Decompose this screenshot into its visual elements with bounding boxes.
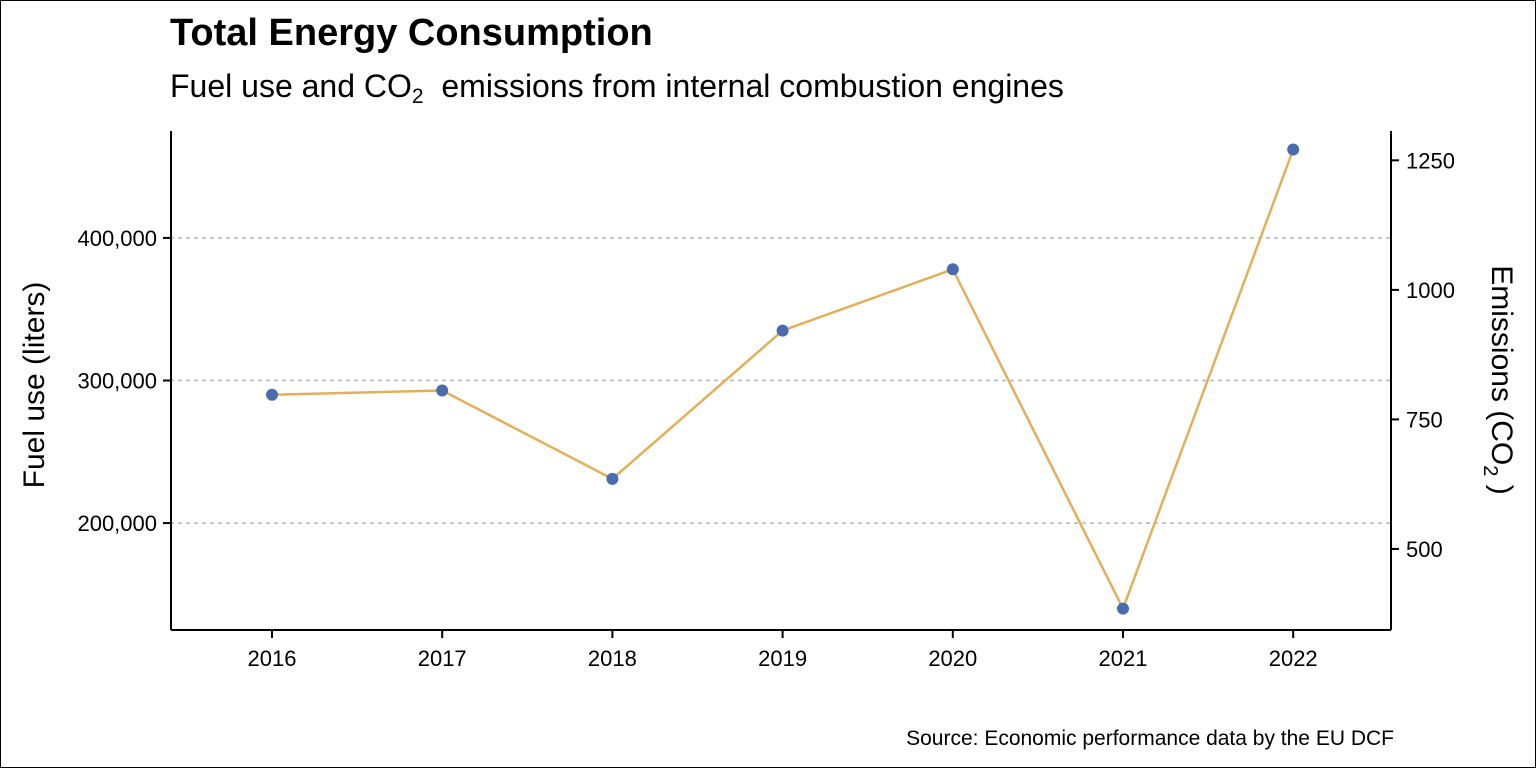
data-point-2019 — [776, 324, 789, 337]
data-point-2021 — [1117, 602, 1129, 615]
x-tick-label: 2021 — [1099, 646, 1148, 671]
y-axis-right-title: Emissions (CO2 ) — [1479, 265, 1518, 494]
data-point-2017 — [436, 384, 449, 397]
chart-caption: Source: Economic performance data by the… — [906, 727, 1394, 750]
x-tick-label: 2019 — [758, 646, 807, 671]
subtitle-text-start: Fuel use and CO — [170, 68, 412, 104]
y-right-tick-label: 750 — [1406, 407, 1443, 432]
x-tick-label: 2022 — [1269, 646, 1318, 671]
data-point-2020 — [946, 263, 959, 276]
data-point-2018 — [606, 472, 619, 485]
y-axis-right-title-subscript: 2 — [1479, 465, 1501, 476]
y-left-tick-label: 300,000 — [77, 369, 157, 394]
y-axis-right-title-start: Emissions (CO — [1485, 265, 1518, 465]
x-tick-label: 2016 — [248, 646, 297, 671]
y-right-tick-label: 500 — [1406, 537, 1443, 562]
axes: 200,000 300,000 400,000 500 750 1000 1250 2016 2… — [77, 131, 1455, 671]
subtitle-text-end: emissions from internal combustion engin… — [423, 68, 1064, 104]
grid-lines — [170, 236, 1392, 525]
y-axis-left-title: Fuel use (liters) — [18, 282, 51, 489]
data-point-2016 — [266, 388, 278, 401]
x-tick-label: 2017 — [418, 646, 467, 671]
y-left-tick-label: 400,000 — [77, 226, 157, 251]
series — [266, 143, 1300, 615]
x-tick-label: 2020 — [928, 646, 977, 671]
data-point-2022 — [1287, 143, 1300, 156]
subtitle-subscript: 2 — [411, 85, 424, 108]
y-left-tick-label: 200,000 — [77, 511, 157, 536]
y-right-tick-label: 1000 — [1406, 278, 1455, 303]
series-line — [271, 149, 1295, 610]
y-right-tick-label: 1250 — [1406, 148, 1455, 173]
chart-title: Total Energy Consumption — [170, 12, 653, 54]
y-axis-right-title-end: ) — [1485, 476, 1518, 494]
chart-subtitle: Fuel use and CO2 emissions from internal… — [170, 68, 1064, 109]
x-tick-label: 2018 — [588, 646, 637, 671]
